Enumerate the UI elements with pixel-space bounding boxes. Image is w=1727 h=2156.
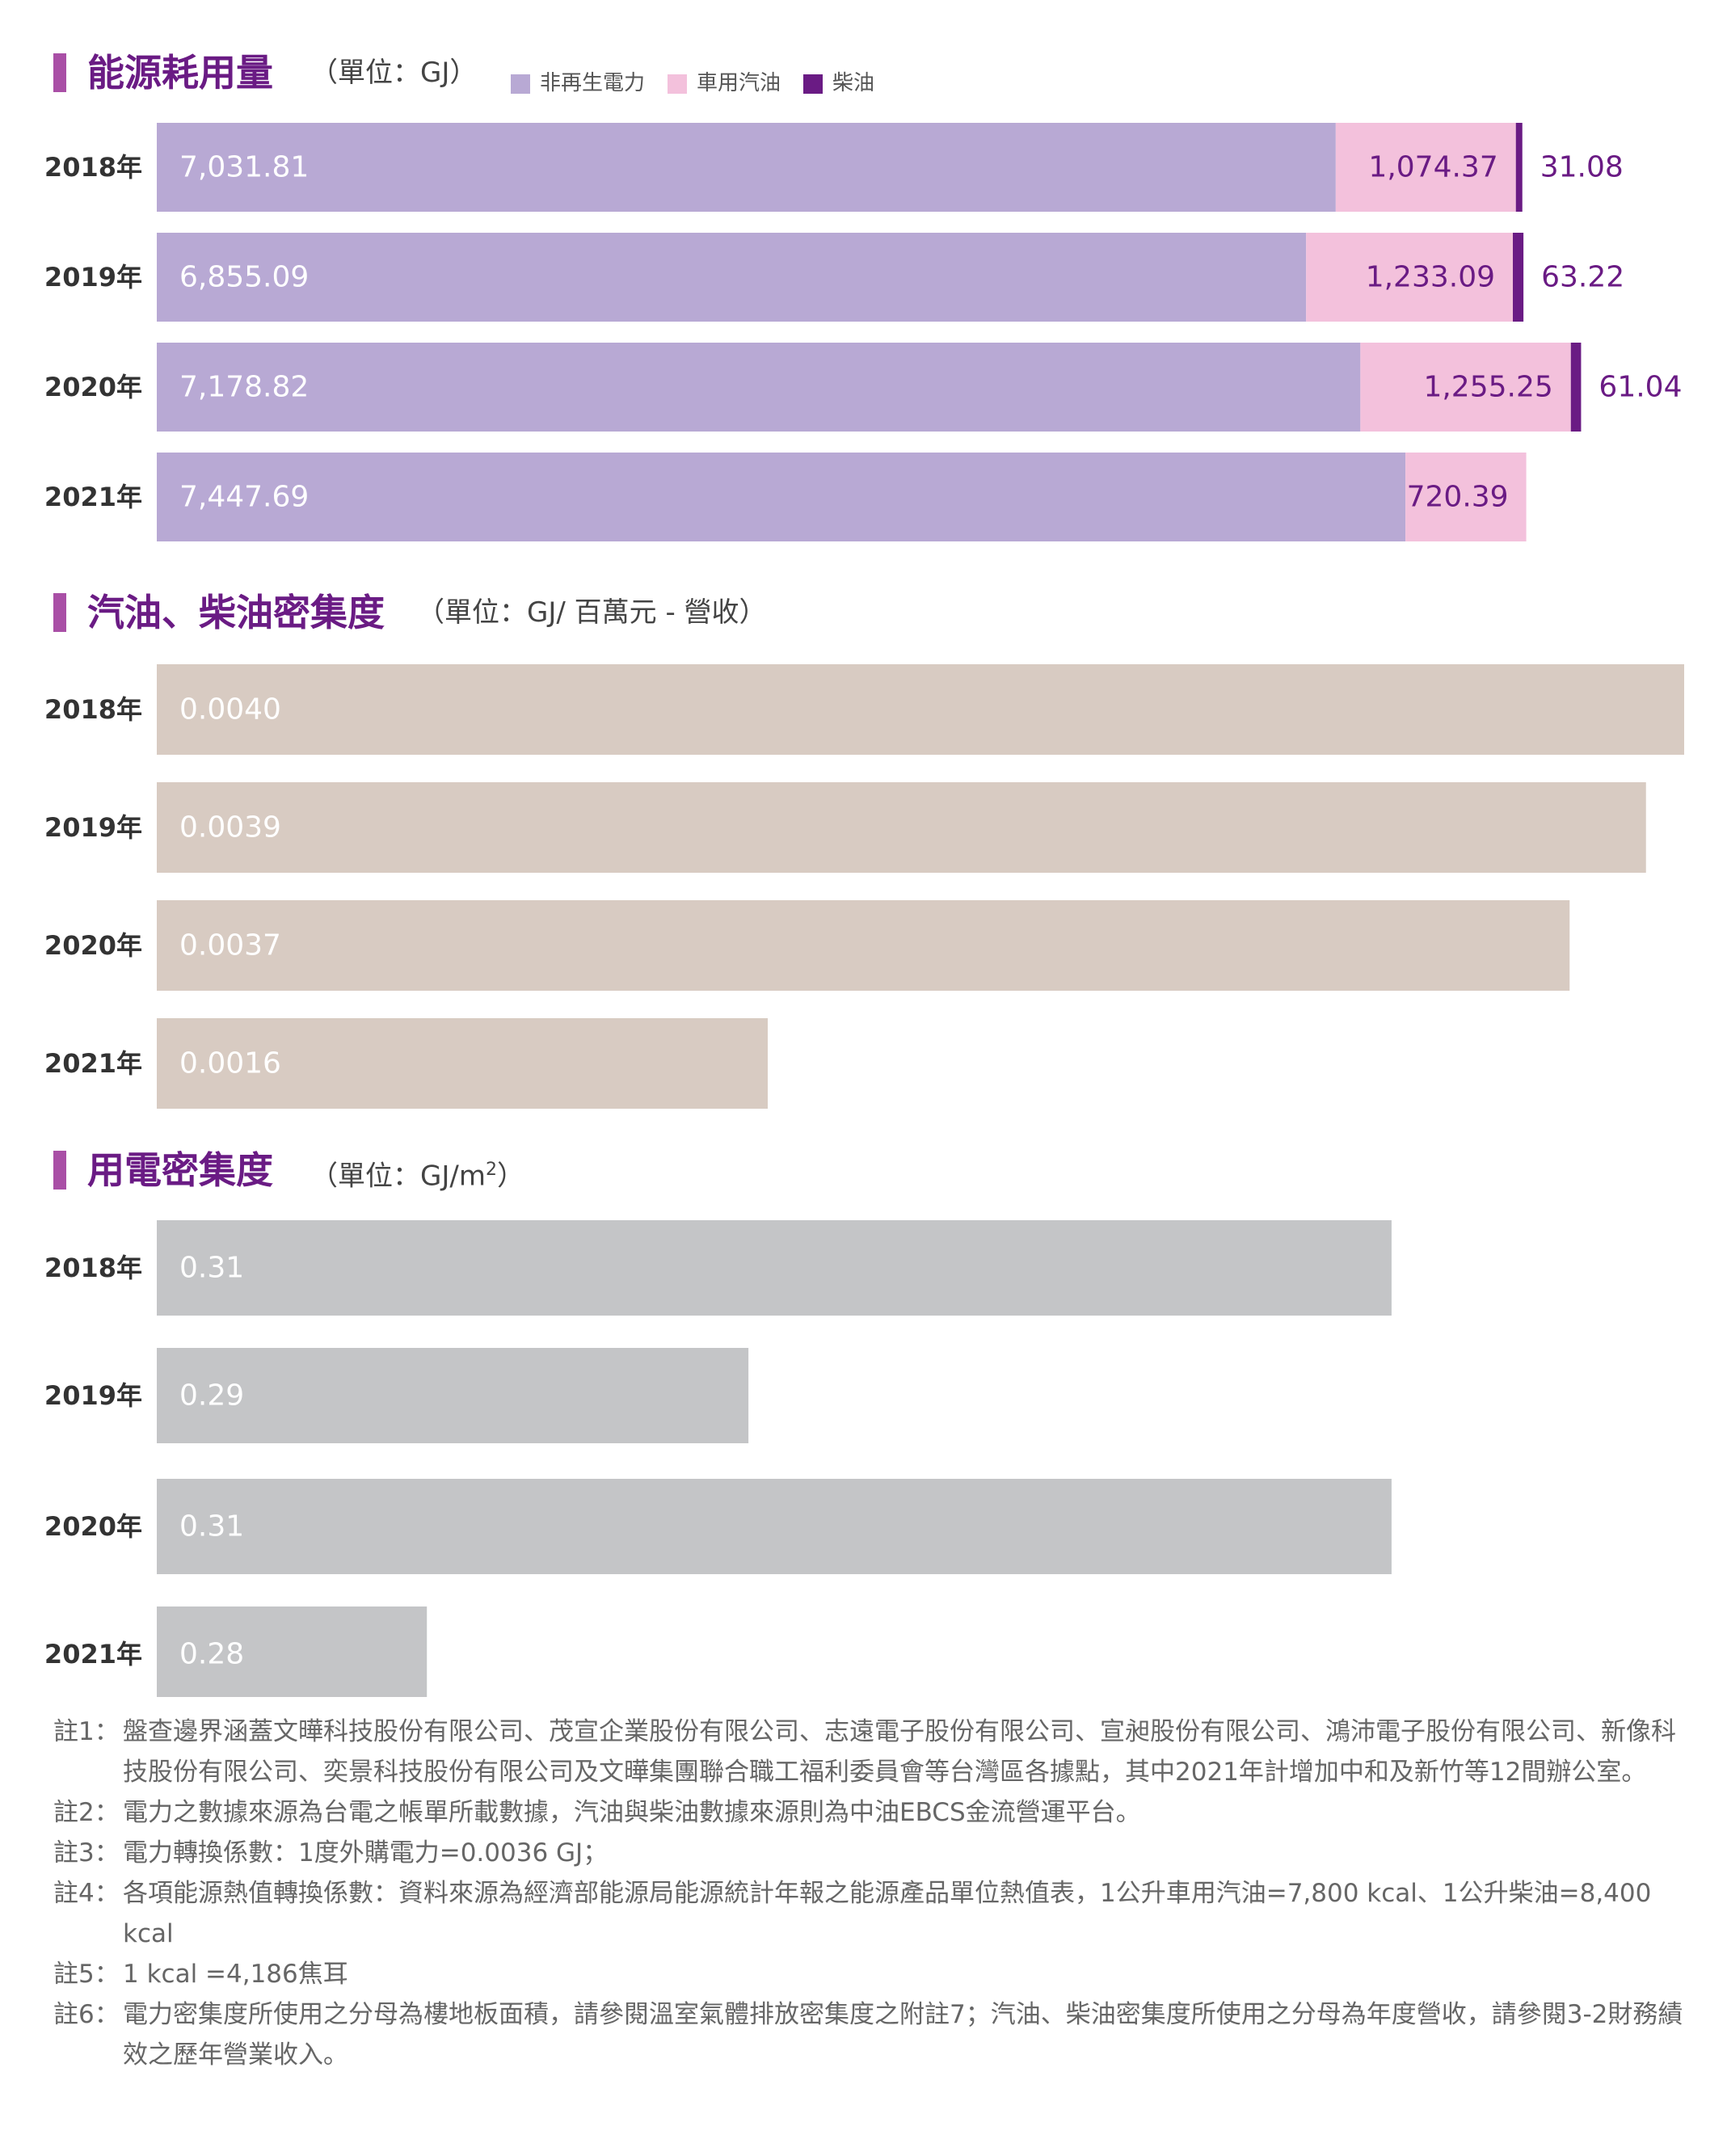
data-label: 1,074.37 xyxy=(1368,151,1497,184)
unit-prefix: （單位：GJ/m xyxy=(310,1160,486,1193)
data-label: 7,178.82 xyxy=(179,371,309,404)
note-item: 註1： 盤查邊界涵蓋文曄科技股份有限公司、茂宣企業股份有限公司、志遠電子股份有限公… xyxy=(53,1712,1686,1792)
section-marker xyxy=(53,593,66,632)
data-label: 6,855.09 xyxy=(179,261,309,294)
bar-non-renewable xyxy=(157,453,1406,541)
data-label: 0.0040 xyxy=(179,693,281,726)
data-label: 31.08 xyxy=(1540,151,1624,184)
notes: 註1： 盤查邊界涵蓋文曄科技股份有限公司、茂宣企業股份有限公司、志遠電子股份有限公… xyxy=(53,1712,1686,2075)
bar-gasoline xyxy=(1335,123,1516,212)
section-energy-header: 能源耗用量 （單位：GJ） xyxy=(53,48,1023,97)
unit-superscript: 2 xyxy=(485,1160,497,1180)
category-label: 2018年 xyxy=(44,152,142,183)
bar xyxy=(157,1220,1392,1316)
legend-swatch xyxy=(803,74,823,94)
data-label: 0.31 xyxy=(179,1252,244,1285)
note-number: 註1： xyxy=(53,1717,120,1746)
data-label: 0.0037 xyxy=(179,929,281,962)
note-text: 盤查邊界涵蓋文曄科技股份有限公司、茂宣企業股份有限公司、志遠電子股份有限公司、宣… xyxy=(123,1717,1676,1787)
legend-swatch xyxy=(511,74,530,94)
section-unit: （單位：GJ） xyxy=(310,57,478,89)
category-label: 2020年 xyxy=(44,372,142,402)
unit-suffix: ） xyxy=(496,1160,524,1193)
category-label: 2018年 xyxy=(44,694,142,725)
bar xyxy=(157,1018,768,1109)
category-label: 2020年 xyxy=(44,1511,142,1542)
note-text: 電力密集度所使用之分母為樓地板面積，請參閱溫室氣體排放密集度之附註7；汽油、柴油… xyxy=(123,2000,1683,2070)
note-number: 註3： xyxy=(53,1838,120,1868)
data-label: 0.29 xyxy=(179,1379,244,1413)
category-label: 2019年 xyxy=(44,812,142,843)
bar-non-renewable xyxy=(157,343,1361,432)
note-number: 註2： xyxy=(53,1798,120,1827)
data-label: 7,031.81 xyxy=(179,151,309,184)
category-label: 2020年 xyxy=(44,930,142,961)
category-label: 2021年 xyxy=(44,482,142,512)
data-label: 0.28 xyxy=(179,1638,244,1671)
section-fuel-header: 汽油、柴油密集度 （單位：GJ/ 百萬元 - 營收） xyxy=(53,588,1185,637)
note-item: 註4： 各項能源熱值轉換係數：資料來源為經濟部能源局能源統計年報之能源產品單位熱值… xyxy=(53,1873,1686,1954)
section-unit: （單位：GJ/ 百萬元 - 營收） xyxy=(417,596,767,629)
bar-non-renewable xyxy=(157,123,1336,212)
data-label: 1,255.25 xyxy=(1423,371,1552,404)
note-item: 註2： 電力之數據來源為台電之帳單所載數據，汽油與柴油數據來源則為中油EBCS金流… xyxy=(53,1792,1686,1833)
bar xyxy=(157,900,1570,991)
energy-consumption-chart: 2018年 7,031.81 1,074.37 31.08 2019年 6,855.09 1… xyxy=(44,123,1682,541)
bar-non-renewable xyxy=(157,233,1307,322)
note-text: 各項能源熱值轉換係數：資料來源為經濟部能源局能源統計年報之能源產品單位熱值表，1… xyxy=(123,1879,1652,1948)
bar-diesel xyxy=(1513,233,1524,322)
bar xyxy=(157,782,1646,873)
note-text: 1 kcal =4,186焦耳 xyxy=(123,1960,348,1989)
note-item: 註3： 電力轉換係數：1度外購電力=0.0036 GJ； xyxy=(53,1833,1686,1873)
category-label: 2019年 xyxy=(44,262,142,293)
section-electric-header: 用電密集度 （單位：GJ/m2） xyxy=(53,1146,1023,1194)
category-label: 2018年 xyxy=(44,1253,142,1283)
note-item: 註5： 1 kcal =4,186焦耳 xyxy=(53,1954,1686,1994)
note-text: 電力轉換係數：1度外購電力=0.0036 GJ； xyxy=(123,1838,609,1868)
fuel-intensity-chart: 2018年 0.0040 2019年 0.0039 2020年 0.0037 2021年 0.… xyxy=(44,664,1684,1109)
bar-diesel xyxy=(1515,123,1523,212)
section-title: 汽油、柴油密集度 xyxy=(87,591,385,634)
note-number: 註6： xyxy=(53,2000,120,2029)
bar xyxy=(157,1348,749,1443)
category-label: 2021年 xyxy=(44,1639,142,1670)
section-marker xyxy=(53,53,66,92)
section-title: 用電密集度 xyxy=(87,1148,273,1192)
legend-label: 非再生電力 xyxy=(540,71,646,95)
note-number: 註4： xyxy=(53,1879,120,1908)
bar xyxy=(157,664,1684,755)
bar xyxy=(157,1479,1392,1574)
category-label: 2021年 xyxy=(44,1048,142,1079)
legend-swatch xyxy=(668,74,687,94)
data-label: 61.04 xyxy=(1599,371,1682,404)
data-label: 63.22 xyxy=(1541,261,1624,294)
legend-label: 柴油 xyxy=(832,71,875,95)
data-label: 0.31 xyxy=(179,1510,244,1543)
bar-gasoline xyxy=(1306,233,1514,322)
note-text: 電力之數據來源為台電之帳單所載數據，汽油與柴油數據來源則為中油EBCS金流營運平… xyxy=(123,1798,1141,1827)
data-label: 0.0039 xyxy=(179,811,281,844)
electricity-intensity-chart: 2018年 0.31 2019年 0.29 2020年 0.31 2021年 0.28 xyxy=(44,1220,1392,1697)
section-marker xyxy=(53,1151,66,1190)
bar xyxy=(157,1606,428,1697)
section-title: 能源耗用量 xyxy=(87,51,273,95)
bar-gasoline xyxy=(1405,453,1527,541)
data-label: 7,447.69 xyxy=(179,481,309,514)
category-label: 2019年 xyxy=(44,1380,142,1411)
bar-gasoline xyxy=(1360,343,1571,432)
data-label: 720.39 xyxy=(1407,481,1509,514)
section-unit: （單位：GJ/m2） xyxy=(310,1146,524,1200)
legend-label: 車用汽油 xyxy=(697,71,781,95)
data-label: 1,233.09 xyxy=(1366,261,1495,294)
note-number: 註5： xyxy=(53,1960,120,1989)
data-label: 0.0016 xyxy=(179,1047,281,1080)
bar-diesel xyxy=(1570,343,1582,432)
note-item: 註6： 電力密集度所使用之分母為樓地板面積，請參閱溫室氣體排放密集度之附註7；汽油… xyxy=(53,1994,1686,2075)
